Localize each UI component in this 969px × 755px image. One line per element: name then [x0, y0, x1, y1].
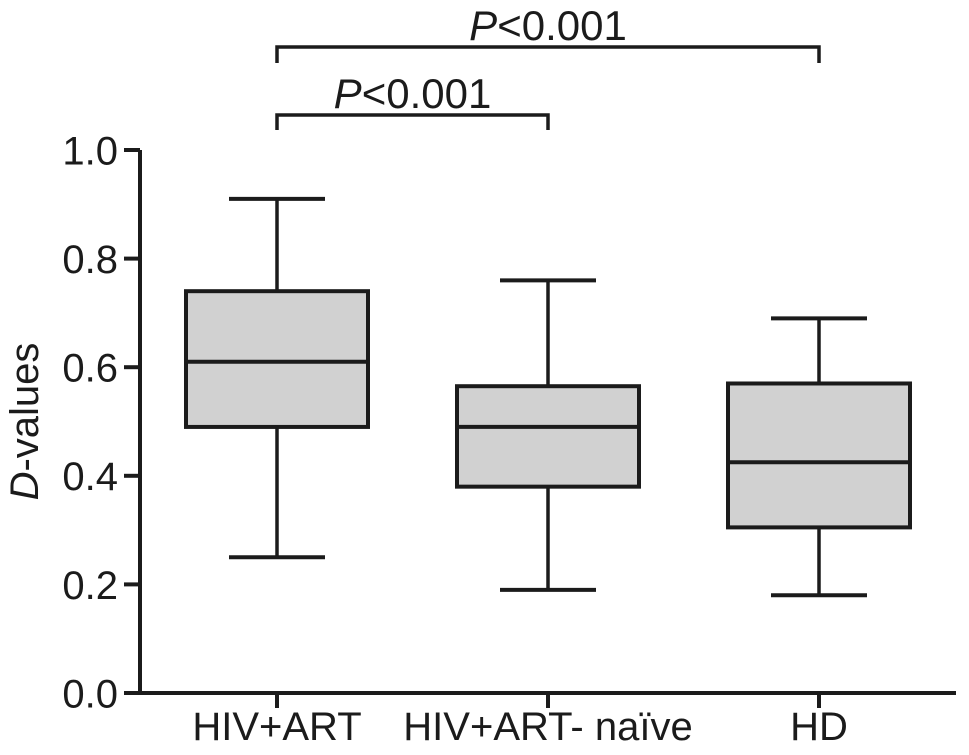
box-1	[455, 384, 641, 489]
y-tick-label-4: 0.8	[62, 238, 118, 282]
box-2	[726, 381, 912, 530]
p-value-label-0: P<0.001	[469, 2, 627, 49]
y-tick-label-0: 0.0	[62, 672, 118, 716]
y-tick-label-1: 0.2	[62, 564, 118, 608]
x-category-label-0: HIV+ART	[192, 705, 361, 749]
y-tick-label-3: 0.6	[62, 347, 118, 391]
x-category-label-2: HD	[790, 705, 848, 749]
significance-bracket-0	[275, 45, 821, 63]
box-0	[184, 289, 370, 429]
significance-bracket-1	[275, 113, 550, 130]
x-category-label-1: HIV+ART- naïve	[403, 705, 692, 749]
y-axis-title: D-values	[3, 343, 47, 501]
y-tick-label-5: 1.0	[62, 129, 118, 173]
p-value-label-1: P<0.001	[334, 70, 492, 117]
y-tick-label-2: 0.4	[62, 455, 118, 499]
